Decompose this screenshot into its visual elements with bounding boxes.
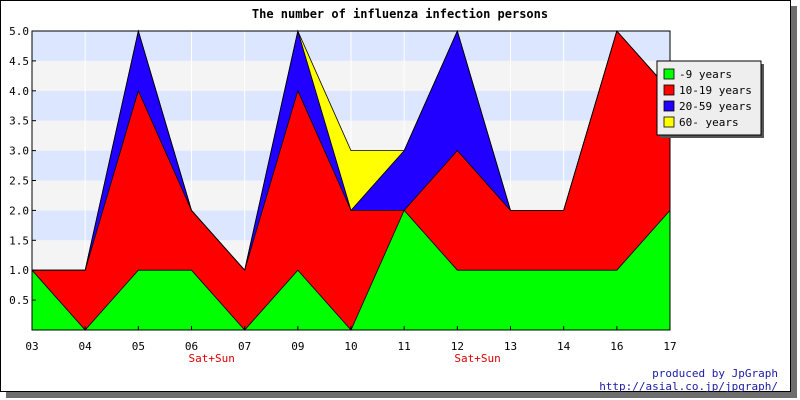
influenza-area-chart: The number of influenza infection person… <box>9 7 764 365</box>
weekend-note: Sat+Sun <box>189 352 235 365</box>
x-tick-label: 16 <box>610 340 623 353</box>
y-tick-label: 0.5 <box>9 294 29 307</box>
weekend-note: Sat+Sun <box>454 352 500 365</box>
stacked-areas <box>31 29 671 331</box>
y-tick-label: 3.5 <box>9 115 29 128</box>
area-series-2 <box>32 31 670 330</box>
x-tick-label: 14 <box>557 340 571 353</box>
legend: -9 years 10-19 years 20-59 years 60- years <box>656 60 764 138</box>
credit-line-1: produced by JpGraph <box>652 367 778 380</box>
x-tick-label: 07 <box>238 340 251 353</box>
x-tick-label: 17 <box>663 340 676 353</box>
legend-swatch <box>663 116 675 128</box>
x-tick-label: 09 <box>291 340 304 353</box>
y-tick-label: 4.5 <box>9 55 29 68</box>
legend-label: 10-19 years <box>679 84 752 97</box>
y-axis: 0.5 1.0 1.5 2.0 2.5 3.0 3.5 4.0 4.5 5.0 <box>9 25 36 307</box>
frame-shadow-right <box>791 6 797 398</box>
x-tick-label: 13 <box>504 340 517 353</box>
legend-label: 60- years <box>679 116 739 129</box>
x-tick-label: 05 <box>132 340 145 353</box>
x-tick-label: 11 <box>398 340 411 353</box>
chart-title: The number of influenza infection person… <box>252 7 548 21</box>
y-tick-label: 4.0 <box>9 85 29 98</box>
credit-link[interactable]: http://asial.co.jp/jpgraph/ <box>599 380 778 393</box>
legend-label: -9 years <box>679 68 732 81</box>
x-tick-label: 12 <box>451 340 464 353</box>
x-tick-label: 03 <box>25 340 38 353</box>
y-tick-label: 1.5 <box>9 234 29 247</box>
legend-swatch <box>663 84 675 96</box>
y-tick-label: 3.0 <box>9 145 29 158</box>
legend-swatch <box>663 68 675 80</box>
x-tick-label: 06 <box>185 340 198 353</box>
y-tick-label: 2.0 <box>9 204 29 217</box>
legend-swatch <box>663 100 675 112</box>
area-series-1 <box>32 210 670 330</box>
frame-shadow-bottom <box>6 392 797 398</box>
x-axis: 03 04 05 06 07 09 10 11 12 13 14 16 17 Sat+Sun Sat+Sun <box>25 326 677 365</box>
chart-frame: The number of influenza infection person… <box>0 0 791 393</box>
y-tick-label: 2.5 <box>9 175 29 188</box>
x-tick-label: 04 <box>79 340 93 353</box>
x-tick-label: 10 <box>344 340 357 353</box>
y-tick-label: 5.0 <box>9 25 29 38</box>
y-tick-label: 1.0 <box>9 264 29 277</box>
legend-label: 20-59 years <box>679 100 752 113</box>
